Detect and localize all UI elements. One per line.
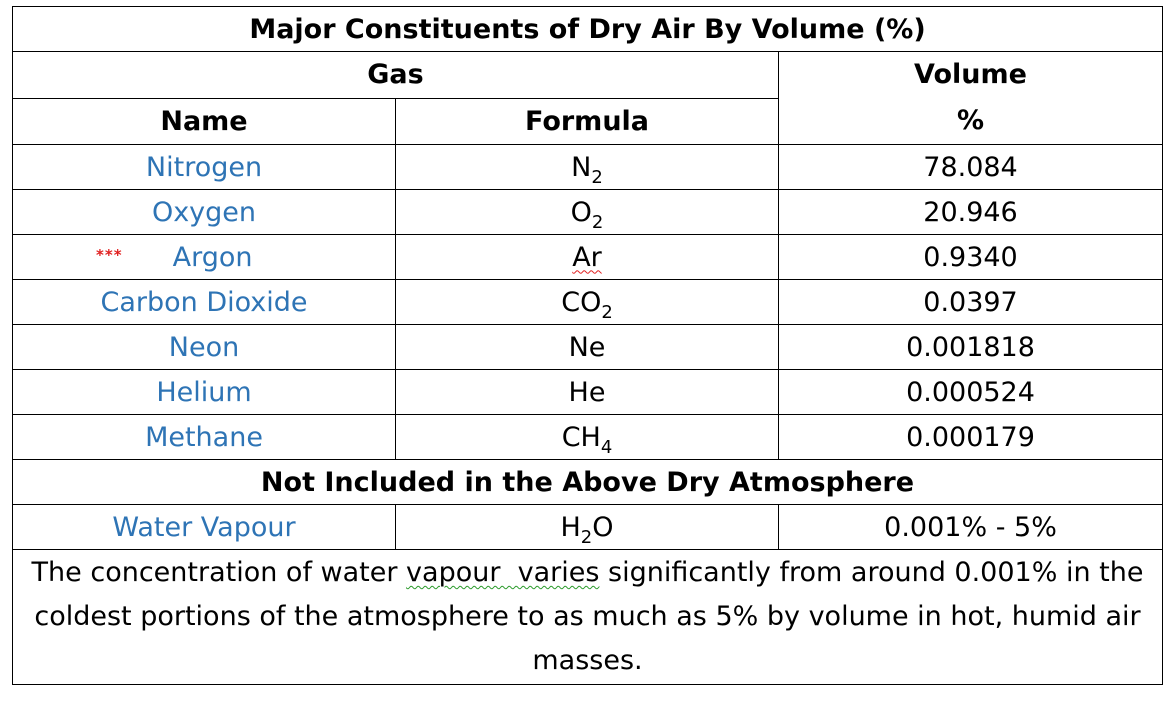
volume-header: Volume % (777, 51, 1164, 145)
argon-name: Argon (172, 241, 253, 273)
gas-formula: He (395, 369, 779, 415)
formula-subscript: 2 (591, 211, 604, 233)
gas-volume: 20.946 (777, 189, 1164, 235)
gas-name: Neon (12, 324, 396, 370)
formula-subscript: 4 (600, 436, 613, 458)
water-vapour-note: The concentration of water vapour varies… (11, 549, 1164, 685)
excluded-header: Not Included in the Above Dry Atmosphere (11, 459, 1164, 505)
gas-name: Oxygen (12, 189, 396, 235)
note-text-2: significantly from around 0.001% in the … (34, 557, 1144, 676)
gas-name: Methane (12, 414, 396, 460)
formula-subscript: 2 (591, 166, 603, 188)
gas-volume: 0.001818 (777, 324, 1164, 370)
gas-volume: 78.084 (777, 144, 1164, 190)
table-row: Oxygen O2 20.946 (12, 189, 1164, 235)
formula-base: Ne (568, 331, 606, 363)
formula-base: H (560, 511, 581, 543)
formula-base: Ar (572, 241, 602, 273)
formula-base: O (570, 196, 592, 228)
formula-base: N (571, 151, 592, 183)
formula-subscript: 2 (580, 526, 593, 548)
gas-volume: 0.9340 (777, 234, 1164, 280)
gas-name: Argon (12, 234, 396, 280)
gas-formula: N2 (395, 144, 779, 190)
note-text-flagged: vapour varies (406, 557, 600, 588)
formula-header: Formula (395, 97, 779, 145)
gas-name: Helium (12, 369, 396, 415)
gas-formula: CO2 (395, 279, 779, 325)
gas-volume: 0.001% - 5% (777, 504, 1164, 550)
argon-marker: *** (96, 246, 123, 264)
gas-formula: H2O (395, 504, 779, 550)
note-text-1: The concentration of water (31, 557, 407, 588)
gas-volume: 0.0397 (777, 279, 1164, 325)
dry-air-table: Major Constituents of Dry Air By Volume … (11, 6, 1164, 685)
table-row: Neon Ne 0.001818 (12, 324, 1164, 370)
formula-tail: O (592, 511, 614, 543)
table-row: Water Vapour H2O 0.001% - 5% (12, 504, 1164, 550)
gas-volume: 0.000179 (777, 414, 1164, 460)
formula-base: CO (561, 286, 602, 318)
gas-formula: Ar (395, 234, 779, 280)
gas-formula: Ne (395, 324, 779, 370)
table-title: Major Constituents of Dry Air By Volume … (11, 6, 1164, 52)
volume-header-line2: % (956, 105, 985, 136)
volume-header-line1: Volume (914, 59, 1027, 90)
gas-formula: O2 (395, 189, 779, 235)
table-row: Carbon Dioxide CO2 0.0397 (12, 279, 1164, 325)
table-row: Helium He 0.000524 (12, 369, 1164, 415)
table-row: Methane CH4 0.000179 (12, 414, 1164, 460)
gas-name: Water Vapour (12, 504, 396, 550)
gas-name: Carbon Dioxide (12, 279, 396, 325)
formula-subscript: 2 (601, 301, 613, 323)
gas-volume: 0.000524 (777, 369, 1164, 415)
name-header: Name (12, 97, 396, 145)
gas-name: Nitrogen (12, 144, 396, 190)
table-row: Argon Ar 0.9340 (12, 234, 1164, 280)
gas-header: Gas (12, 51, 779, 99)
table-row: Nitrogen N2 78.084 (12, 144, 1164, 190)
formula-base: CH (561, 421, 601, 453)
formula-base: He (568, 376, 606, 408)
gas-formula: CH4 (395, 414, 779, 460)
